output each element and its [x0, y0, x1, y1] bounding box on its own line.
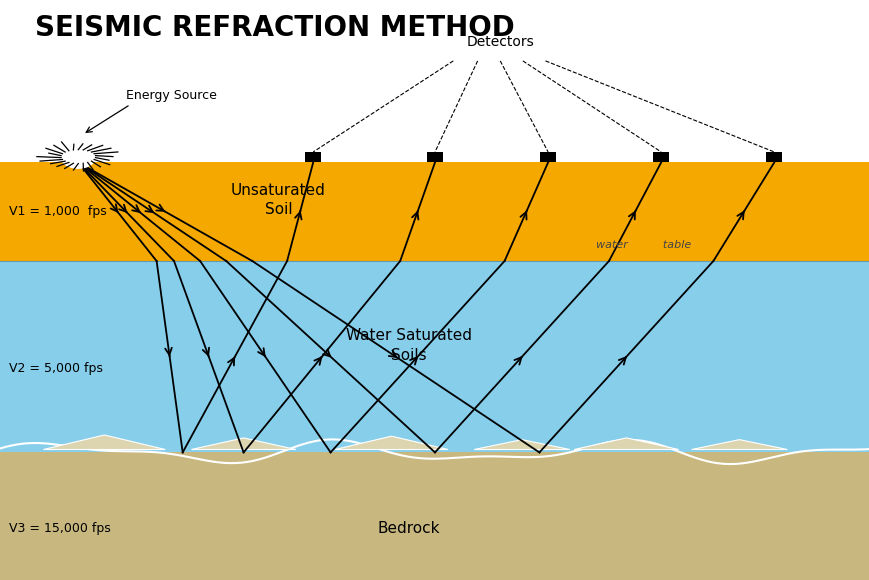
Polygon shape [0, 261, 869, 452]
Bar [653, 152, 668, 162]
Text: Bedrock: Bedrock [377, 521, 440, 536]
Text: V1 = 1,000  fps: V1 = 1,000 fps [9, 205, 106, 218]
Polygon shape [474, 440, 569, 450]
Text: V2 = 5,000 fps: V2 = 5,000 fps [9, 362, 103, 375]
Polygon shape [43, 435, 165, 450]
Text: Water Saturated
Soils: Water Saturated Soils [346, 328, 471, 362]
Polygon shape [0, 452, 869, 580]
Polygon shape [0, 162, 869, 261]
Text: V3 = 15,000 fps: V3 = 15,000 fps [9, 523, 110, 535]
Polygon shape [335, 436, 448, 450]
Text: Detectors: Detectors [466, 35, 534, 49]
Polygon shape [191, 438, 295, 450]
Text: Energy Source: Energy Source [126, 89, 216, 102]
Polygon shape [574, 438, 678, 450]
Polygon shape [691, 440, 786, 450]
Bar [766, 152, 781, 162]
Bar [305, 152, 321, 162]
Text: water          table: water table [595, 240, 691, 250]
Bar [540, 152, 555, 162]
Text: Unsaturated
Soil: Unsaturated Soil [230, 183, 326, 218]
Bar [427, 152, 442, 162]
Text: SEISMIC REFRACTION METHOD: SEISMIC REFRACTION METHOD [35, 14, 514, 42]
Circle shape [61, 145, 96, 168]
